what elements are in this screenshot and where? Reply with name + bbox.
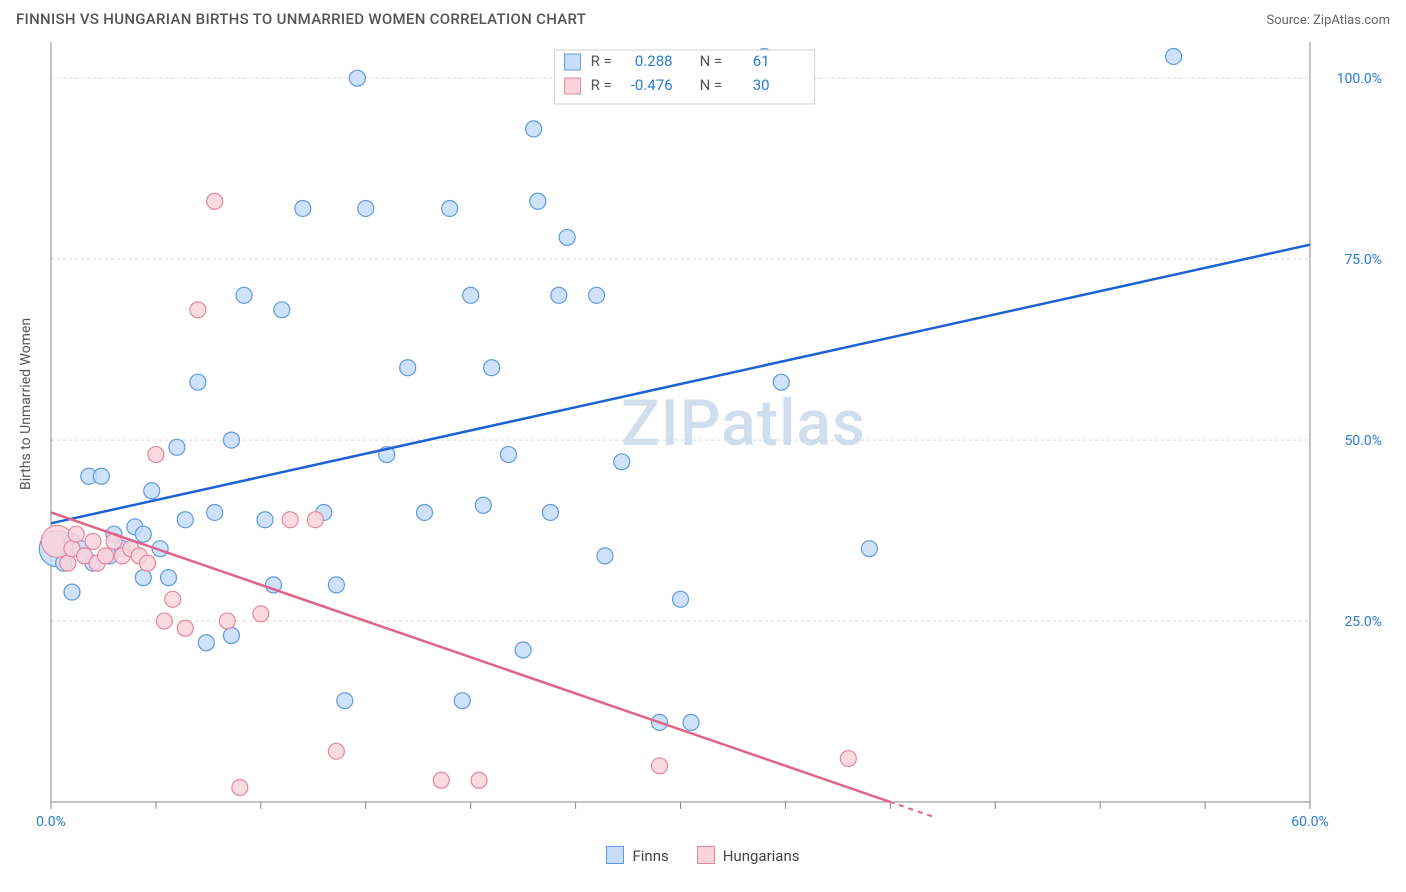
svg-text:30: 30 (753, 76, 770, 94)
svg-text:75.0%: 75.0% (1344, 252, 1382, 268)
legend-item-finns: Finns (606, 846, 668, 865)
svg-text:60.0%: 60.0% (1291, 814, 1329, 830)
svg-text:50.0%: 50.0% (1344, 433, 1382, 449)
svg-text:25.0%: 25.0% (1344, 614, 1382, 630)
scatter-chart: 25.0% 50.0% 75.0% 100.0% 0.0% 60.0% ZIPatlas R … (16, 32, 1390, 842)
legend: Finns Hungarians (16, 846, 1390, 865)
legend-swatch-hungarians (697, 846, 715, 864)
svg-text:-0.476: -0.476 (631, 76, 673, 94)
svg-text:ZIPatlas: ZIPatlas (621, 386, 866, 461)
svg-text:0.288: 0.288 (635, 52, 673, 70)
svg-text:N =: N = (700, 52, 723, 70)
chart-container: Births to Unmarried Women 25.0% 50.0% 75.0… (16, 32, 1390, 865)
svg-text:R =: R = (591, 52, 612, 70)
y-axis-label: Births to Unmarried Women (18, 318, 34, 490)
svg-text:R =: R = (591, 76, 612, 94)
chart-title: FINNISH VS HUNGARIAN BIRTHS TO UNMARRIED… (16, 10, 586, 28)
legend-swatch-finns (606, 846, 624, 864)
chart-header: FINNISH VS HUNGARIAN BIRTHS TO UNMARRIED… (0, 0, 1406, 32)
svg-text:N =: N = (700, 76, 723, 94)
svg-text:61: 61 (753, 52, 770, 70)
legend-item-hungarians: Hungarians (697, 846, 800, 865)
source-attribution: Source: ZipAtlas.com (1266, 13, 1390, 28)
svg-text:100.0%: 100.0% (1337, 71, 1382, 87)
svg-text:0.0%: 0.0% (36, 814, 66, 830)
